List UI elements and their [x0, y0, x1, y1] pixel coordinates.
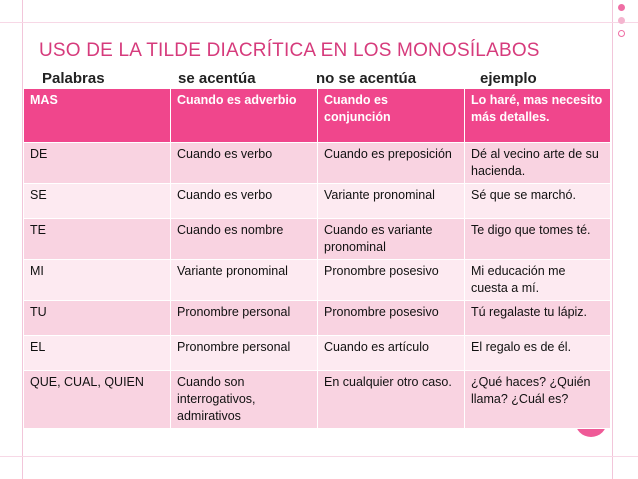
- table-cell: Pronombre posesivo: [317, 259, 465, 301]
- table-cell: Cuando es adverbio: [170, 88, 318, 143]
- table-cell: Cuando es verbo: [170, 183, 318, 219]
- table-cell: En cualquier otro caso.: [317, 370, 465, 429]
- table-cell: DE: [23, 142, 171, 184]
- slide-title: Uso de la tilde diacrítica en los monosí…: [39, 40, 540, 62]
- table-cell: Cuando es verbo: [170, 142, 318, 184]
- table-cell: Te digo que tomes té.: [464, 218, 611, 260]
- table-cell: Variante pronominal: [170, 259, 318, 301]
- left-border-line: [22, 0, 23, 479]
- decorative-dot: [618, 4, 625, 11]
- table-row: SE Cuando es verbo Variante pronominal S…: [23, 183, 611, 219]
- table-cell: Pronombre personal: [170, 300, 318, 336]
- table-cell: Tú regalaste tu lápiz.: [464, 300, 611, 336]
- table-cell: QUE, CUAL, QUIEN: [23, 370, 171, 429]
- column-header-ejemplo: ejemplo: [480, 70, 537, 87]
- table-cell: Cuando es conjunción: [317, 88, 465, 143]
- decorative-dots: [618, 4, 625, 37]
- column-header-se-acentua: se acentúa: [178, 70, 256, 87]
- table-cell: Sé que se marchó.: [464, 183, 611, 219]
- decorative-dot: [618, 17, 625, 24]
- table-row: TE Cuando es nombre Cuando es variante p…: [23, 218, 611, 260]
- table-cell: Cuando es artículo: [317, 335, 465, 371]
- table-cell: TU: [23, 300, 171, 336]
- table-cell: Dé al vecino arte de su hacienda.: [464, 142, 611, 184]
- monosyllable-table: MAS Cuando es adverbio Cuando es conjunc…: [23, 88, 611, 429]
- table-row: MI Variante pronominal Pronombre posesiv…: [23, 259, 611, 301]
- top-border-line: [0, 22, 638, 23]
- table-cell: Variante pronominal: [317, 183, 465, 219]
- table-cell: Cuando es nombre: [170, 218, 318, 260]
- right-border-line: [612, 0, 613, 479]
- table-row: TU Pronombre personal Pronombre posesivo…: [23, 300, 611, 336]
- column-header-no-se-acentua: no se acentúa: [316, 70, 417, 87]
- table-cell: Pronombre posesivo: [317, 300, 465, 336]
- column-header-palabras: Palabras: [42, 70, 105, 87]
- table-cell: SE: [23, 183, 171, 219]
- table-row: QUE, CUAL, QUIEN Cuando son interrogativ…: [23, 370, 611, 429]
- slide-title-text: Uso de la tilde diacrítica en los monosí…: [39, 40, 540, 61]
- table-cell: MI: [23, 259, 171, 301]
- table-cell: Cuando son interrogativos, admirativos: [170, 370, 318, 429]
- table-cell: MAS: [23, 88, 171, 143]
- table-row: EL Pronombre personal Cuando es artículo…: [23, 335, 611, 371]
- table-cell: Lo haré, mas necesito más detalles.: [464, 88, 611, 143]
- table-row: DE Cuando es verbo Cuando es preposición…: [23, 142, 611, 184]
- table-cell: Mi educación me cuesta a mí.: [464, 259, 611, 301]
- decorative-dot: [618, 30, 625, 37]
- table-cell: Cuando es preposición: [317, 142, 465, 184]
- table-cell: El regalo es de él.: [464, 335, 611, 371]
- table-row: MAS Cuando es adverbio Cuando es conjunc…: [23, 88, 611, 143]
- table-cell: EL: [23, 335, 171, 371]
- table-cell: Cuando es variante pronominal: [317, 218, 465, 260]
- table-cell: TE: [23, 218, 171, 260]
- bottom-border-line: [0, 456, 638, 457]
- table-cell: ¿Qué haces? ¿Quién llama? ¿Cuál es?: [464, 370, 611, 429]
- table-cell: Pronombre personal: [170, 335, 318, 371]
